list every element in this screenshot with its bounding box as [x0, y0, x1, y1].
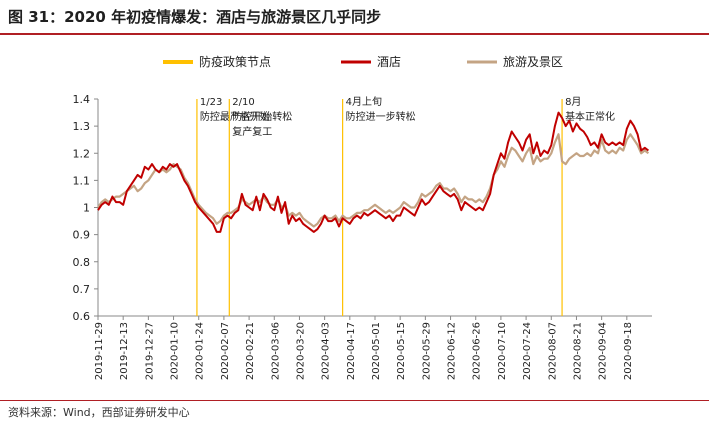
y-tick-label: 1.4 — [73, 93, 91, 106]
policy-annotation: 防控最严格开始 — [200, 110, 270, 123]
x-tick-label: 2020-01-10 — [170, 322, 181, 380]
x-tick-label: 2020-08-07 — [547, 322, 558, 380]
policy-annotation: 复产复工 — [232, 125, 272, 138]
x-tick-label: 2020-01-24 — [195, 322, 206, 380]
x-tick-label: 2020-09-04 — [598, 322, 609, 380]
x-tick-label: 2020-05-29 — [421, 322, 432, 380]
policy-annotation: 防控开始转松 — [232, 110, 292, 123]
axes: 0.6 0.7 0.8 0.9 1 1.1 1.2 1.3 1.4 2019-11-29 2019-… — [73, 93, 652, 380]
y-tick-label: 0.6 — [73, 310, 91, 323]
x-tick-label: 2020-03-06 — [270, 322, 281, 380]
y-tick-label: 0.8 — [73, 256, 91, 269]
x-tick-label: 2020-06-26 — [472, 322, 483, 380]
y-tick-label: 1.2 — [73, 147, 91, 160]
legend-label-tourism: 旅游及景区 — [503, 55, 563, 69]
x-tick-label: 2020-08-21 — [572, 322, 583, 380]
legend-label-hotel: 酒店 — [377, 55, 401, 69]
y-tick-label: 1 — [83, 202, 90, 215]
x-tick-label: 2020-09-18 — [623, 322, 634, 380]
x-tick-label: 2020-05-01 — [371, 322, 382, 380]
x-tick-label: 2020-07-24 — [522, 322, 533, 380]
y-tick-label: 1.1 — [73, 174, 91, 187]
figure-title: 图 31：2020 年初疫情爆发：酒店与旅游景区几乎同步 — [8, 8, 382, 26]
x-tick-label: 2020-04-03 — [321, 322, 332, 380]
source-note: 资料来源：Wind，西部证券研发中心 — [8, 406, 190, 419]
x-tick-label: 2020-02-07 — [220, 322, 231, 380]
x-tick-label: 2019-11-29 — [94, 322, 105, 380]
x-tick-label: 2020-06-12 — [447, 322, 458, 380]
legend-label-policy: 防疫政策节点 — [199, 54, 271, 69]
policy-annotation: 4月上旬 — [346, 95, 382, 108]
series-lines — [97, 111, 650, 233]
series-line-hotel — [97, 111, 649, 233]
policy-annotation: 防控进一步转松 — [346, 110, 416, 123]
series-line-tourism — [97, 133, 650, 228]
policy-annotation: 基本正常化 — [565, 110, 615, 123]
y-tick-label: 1.3 — [73, 120, 91, 133]
x-tick-label: 2020-03-20 — [295, 322, 306, 380]
x-tick-label: 2019-12-27 — [144, 322, 155, 380]
line-chart: 防疫政策节点 酒店 旅游及景区 0.6 0.7 0.8 0.9 1 1.1 1.2 1.3 1.… — [73, 54, 652, 380]
x-tick-label: 2020-05-15 — [396, 322, 407, 380]
policy-annotation: 8月 — [565, 96, 581, 108]
x-tick-label: 2020-02-21 — [245, 322, 256, 380]
x-tick-label: 2020-07-10 — [497, 322, 508, 380]
y-tick-label: 0.7 — [73, 283, 91, 296]
x-tick-label: 2019-12-13 — [119, 322, 130, 380]
y-tick-label: 0.9 — [73, 229, 91, 242]
policy-annotation: 1/23 — [200, 97, 222, 108]
legend: 防疫政策节点 酒店 旅游及景区 — [163, 54, 563, 69]
title-divider — [0, 33, 709, 35]
policy-annotation: 2/10 — [232, 97, 254, 108]
x-tick-label: 2020-04-17 — [346, 322, 357, 380]
footer-divider — [0, 400, 709, 401]
